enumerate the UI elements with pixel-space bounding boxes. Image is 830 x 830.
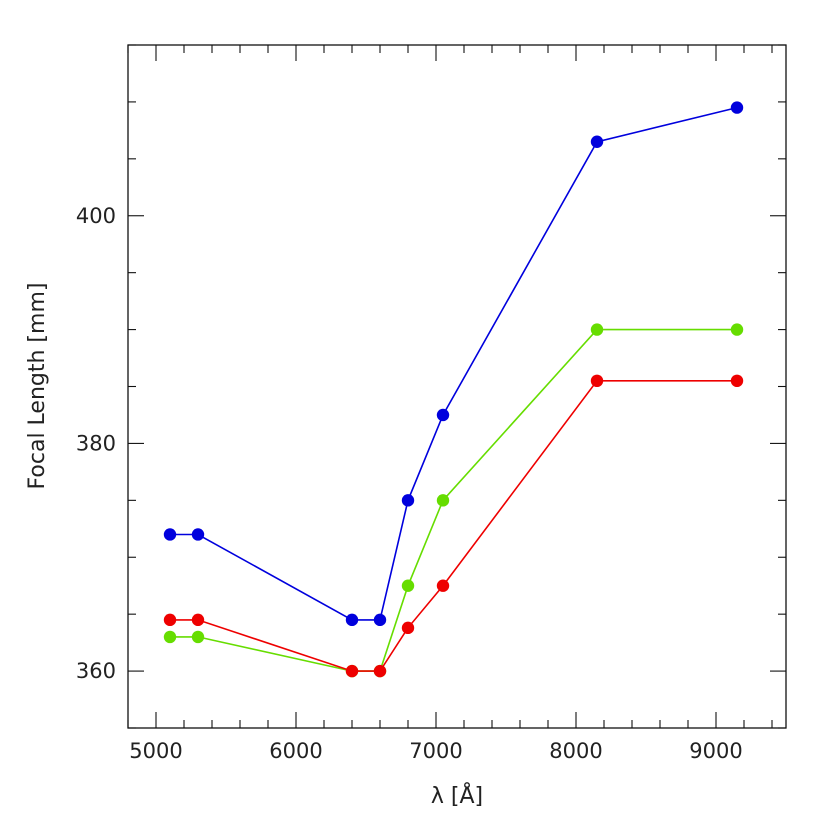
y-tick-label: 360 — [76, 659, 116, 683]
y-tick-label: 400 — [76, 204, 116, 228]
series-1-point — [345, 613, 359, 627]
x-tick-labels: 5000 6000 7000 8000 9000 — [129, 739, 742, 763]
y-tick-labels: 360 380 400 — [76, 204, 116, 683]
series-2-point — [436, 494, 450, 507]
series-1 — [163, 101, 744, 627]
x-tick-label: 9000 — [689, 739, 742, 763]
series-2-point — [590, 323, 604, 336]
x-tick-label: 7000 — [409, 739, 462, 763]
x-tick-label: 6000 — [269, 739, 322, 763]
series-2-point — [191, 630, 205, 644]
y-axis-title: Focal Length [mm] — [25, 283, 50, 490]
series-3-point — [401, 621, 415, 635]
series-2-point — [730, 323, 744, 336]
series-3-point — [436, 579, 450, 592]
y-tick-label: 380 — [76, 431, 116, 455]
series-3-line — [170, 379, 737, 672]
series-1-point — [436, 408, 450, 422]
series-2-line — [170, 328, 737, 672]
series-3-point — [590, 374, 604, 388]
series-1-point — [373, 613, 387, 627]
major-ticks — [128, 45, 786, 728]
x-tick-label: 5000 — [129, 739, 182, 763]
series-3-point — [345, 664, 359, 678]
series-1-point — [730, 101, 744, 114]
series-1-point — [401, 494, 415, 507]
series-2-point — [401, 579, 415, 592]
series-3-point — [163, 613, 177, 627]
series-3 — [163, 374, 744, 678]
series-1-line — [170, 106, 738, 621]
minor-ticks — [127, 44, 786, 729]
series-1-point — [191, 528, 205, 541]
series-2-point — [163, 630, 177, 644]
series-1-point — [163, 528, 177, 541]
x-axis-title: λ [Å] — [431, 782, 483, 809]
x-tick-label: 8000 — [549, 739, 602, 763]
series-1-point — [590, 135, 604, 148]
series-3-point — [191, 613, 205, 627]
series-2 — [163, 323, 744, 678]
series-3-point — [730, 374, 744, 388]
series-3-point — [373, 664, 387, 678]
series-layer — [163, 101, 744, 678]
plot-frame — [127, 44, 787, 729]
